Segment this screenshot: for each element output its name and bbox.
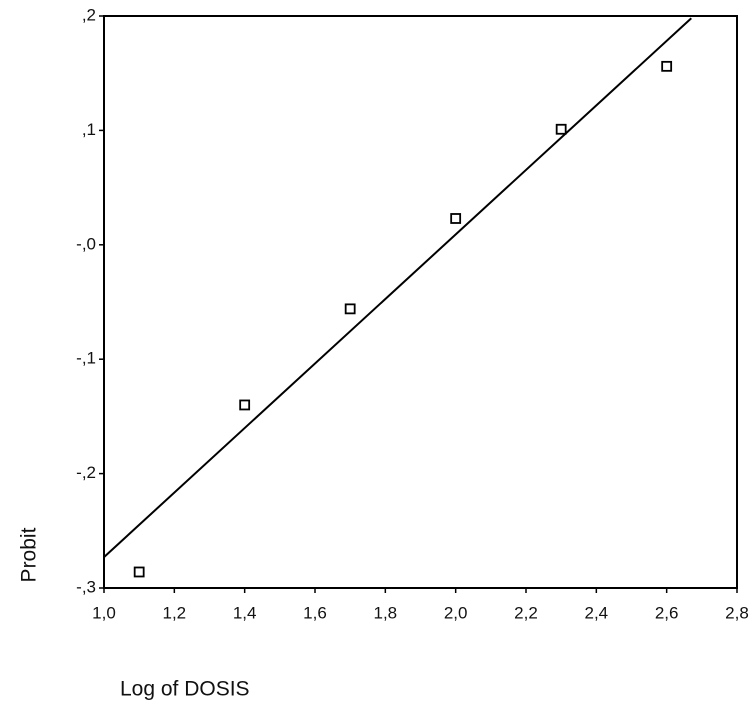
chart: Probit Log of DOSIS ,2 ,1 -,0 -,1 -,2 -,3 1,0 1… bbox=[0, 0, 753, 714]
y-tick-label: -,0 bbox=[76, 234, 96, 253]
y-tick-label: ,2 bbox=[82, 5, 96, 24]
x-tick-label: 1,8 bbox=[374, 603, 398, 622]
fit-line bbox=[104, 18, 691, 557]
x-tick-label: 2,8 bbox=[725, 603, 749, 622]
x-tick-label: 1,4 bbox=[233, 603, 257, 622]
plot-frame bbox=[104, 16, 737, 588]
x-tick-label: 1,0 bbox=[92, 603, 116, 622]
data-point bbox=[451, 214, 460, 223]
data-point bbox=[662, 62, 671, 71]
data-point bbox=[346, 304, 355, 313]
data-point bbox=[240, 400, 249, 409]
x-tick-label: 2,2 bbox=[514, 603, 538, 622]
x-tick-label: 1,6 bbox=[303, 603, 327, 622]
x-tick-label: 2,4 bbox=[585, 603, 609, 622]
x-axis-title: Log of DOSIS bbox=[120, 678, 250, 701]
y-axis-title: Probit bbox=[18, 527, 41, 582]
x-tick-label: 2,6 bbox=[655, 603, 679, 622]
y-tick-label: -,1 bbox=[76, 349, 96, 368]
x-tick-label: 1,2 bbox=[163, 603, 187, 622]
x-tick-label: 2,0 bbox=[444, 603, 468, 622]
y-tick-label: ,1 bbox=[82, 120, 96, 139]
data-point bbox=[135, 567, 144, 576]
y-tick-label: -,2 bbox=[76, 463, 96, 482]
data-point bbox=[557, 125, 566, 134]
y-tick-label: -,3 bbox=[76, 577, 96, 596]
